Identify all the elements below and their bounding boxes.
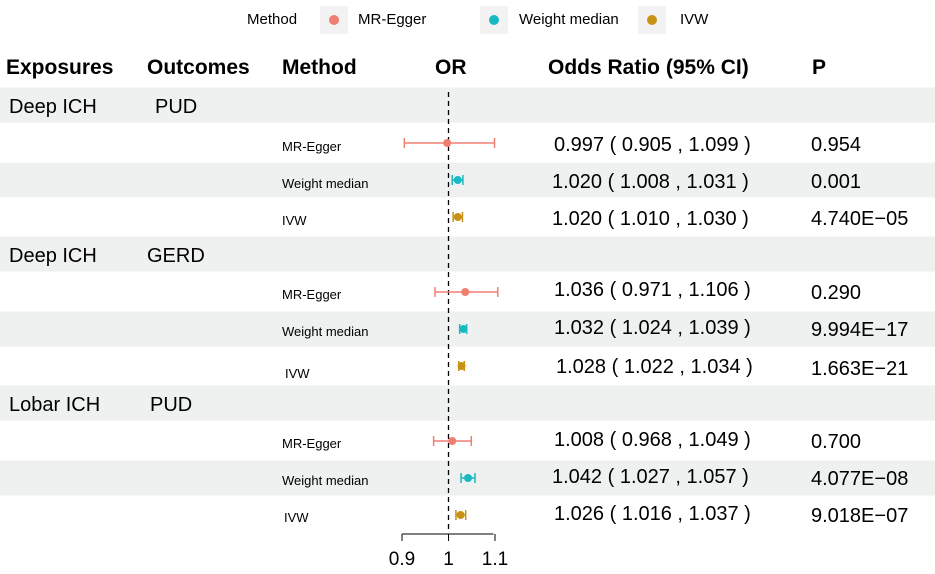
group-outcome: PUD (155, 96, 197, 118)
point-estimate (448, 437, 457, 445)
legend-key-ivw (647, 15, 657, 25)
ci-text: 1.042 ( 1.027 , 1.057 ) (552, 466, 749, 488)
method-label: IVW (285, 366, 310, 381)
method-label: IVW (284, 510, 309, 525)
p-value: 9.994E−17 (811, 319, 908, 341)
group-row-band (0, 385, 935, 421)
point-estimate (443, 139, 452, 147)
p-value: 0.954 (811, 134, 861, 156)
ci-text: 1.028 ( 1.022 , 1.034 ) (556, 356, 753, 378)
header-outcomes: Outcomes (147, 56, 250, 79)
x-tick-label: 0.9 (389, 549, 415, 570)
p-values: 0.954 0.001 4.740E−05 0.290 9.994E−17 1.… (811, 134, 908, 527)
method-label: Weight median (282, 324, 368, 339)
group-labels: Deep ICH PUD Deep ICH GERD Lobar ICH PUD (9, 96, 205, 416)
point-estimate (461, 288, 470, 296)
p-value: 1.663E−21 (811, 358, 908, 380)
point-estimate (453, 176, 462, 184)
method-label: MR-Egger (282, 287, 342, 302)
group-row-band (0, 87, 935, 123)
ci-text: 1.020 ( 1.008 , 1.031 ) (552, 171, 749, 193)
point-estimate (453, 213, 462, 221)
group-outcome: GERD (147, 245, 205, 267)
group-exposure: Deep ICH (9, 96, 97, 118)
p-value: 0.290 (811, 282, 861, 304)
ci-marks (403, 138, 499, 520)
ci-text: 1.020 ( 1.010 , 1.030 ) (552, 208, 749, 230)
x-tick-label: 1.1 (482, 549, 508, 570)
point-estimate (464, 474, 473, 482)
point-estimate (457, 362, 466, 370)
ci-text: 1.032 ( 1.024 , 1.039 ) (554, 317, 751, 339)
header-exposures: Exposures (6, 56, 113, 79)
legend-label-ivw: IVW (680, 11, 709, 28)
ci-text: 1.008 ( 0.968 , 1.049 ) (554, 429, 751, 451)
ci-values: 0.997 ( 0.905 , 1.099 ) 1.020 ( 1.008 , … (552, 134, 753, 525)
point-estimate (456, 511, 465, 519)
header-method: Method (282, 56, 357, 79)
legend-key-weight-median (489, 15, 499, 25)
ci-text: 1.036 ( 0.971 , 1.106 ) (554, 279, 751, 301)
legend-title: Method (247, 11, 297, 28)
p-value: 4.740E−05 (811, 208, 908, 230)
group-exposure: Lobar ICH (9, 394, 100, 416)
group-outcome: PUD (150, 394, 192, 416)
ci-text: 0.997 ( 0.905 , 1.099 ) (554, 134, 751, 156)
legend-key-mr-egger (329, 15, 339, 25)
p-value: 9.018E−07 (811, 505, 908, 527)
weight-median-row-band (0, 311, 935, 347)
p-value: 4.077E−08 (811, 468, 908, 490)
method-label: Weight median (282, 473, 368, 488)
x-axis: 0.9 1 1.1 (389, 533, 508, 570)
group-exposure: Deep ICH (9, 245, 97, 267)
method-labels: MR-Egger Weight median IVW MR-Egger Weig… (282, 139, 368, 525)
method-label: MR-Egger (282, 139, 342, 154)
method-label: Weight median (282, 176, 368, 191)
x-tick-label: 1 (443, 549, 454, 570)
p-value: 0.700 (811, 431, 861, 453)
header-odds-ratio: Odds Ratio (95% CI) (548, 56, 749, 79)
ci-text: 1.026 ( 1.016 , 1.037 ) (554, 503, 751, 525)
weight-median-row-band (0, 162, 935, 198)
header-or: OR (435, 56, 467, 79)
legend-label-weight-median: Weight median (519, 11, 619, 28)
method-label: MR-Egger (282, 436, 342, 451)
legend: Method MR-Egger Weight median IVW (247, 6, 709, 34)
point-estimate (459, 325, 468, 333)
p-value: 0.001 (811, 171, 861, 193)
group-row-band (0, 236, 935, 272)
column-headers: Exposures Outcomes Method OR Odds Ratio … (6, 56, 826, 79)
legend-label-mr-egger: MR-Egger (358, 11, 426, 28)
header-p: P (812, 56, 826, 79)
method-label: IVW (282, 213, 307, 228)
